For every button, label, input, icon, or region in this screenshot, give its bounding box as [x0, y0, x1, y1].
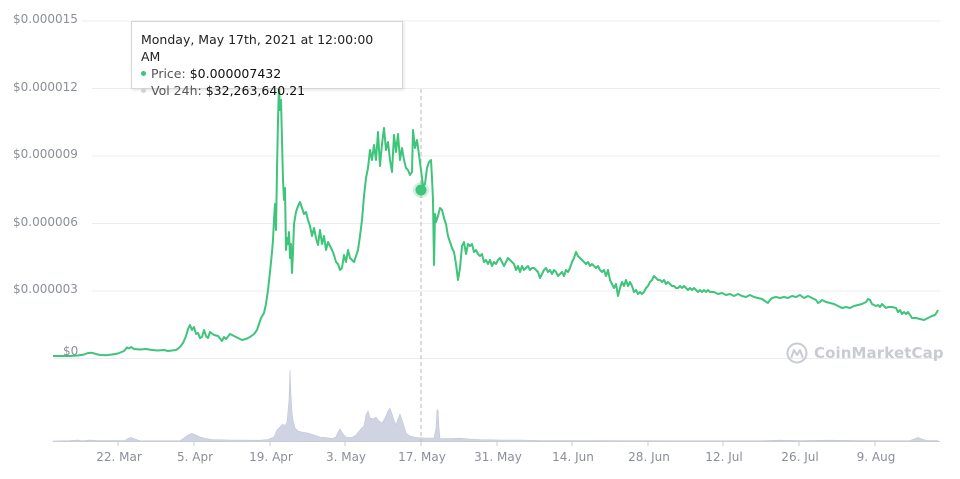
x-axis-label: 22. Mar [96, 450, 142, 464]
y-axis-label: $0.000006 [13, 215, 78, 229]
tooltip-volume-row: Vol 24h: $32,263,640.21 [141, 82, 393, 99]
x-axis-label: 31. May [474, 450, 522, 464]
watermark-text: CoinMarketCap [814, 344, 944, 362]
tooltip-price-label: Price: [151, 66, 186, 81]
x-axis-label: 26. Jul [781, 450, 819, 464]
tooltip-price-row: Price: $0.000007432 [141, 65, 393, 82]
y-axis-label: $0.000009 [13, 147, 78, 161]
volume-dot-icon [141, 88, 146, 93]
x-axis-label: 5. Apr [176, 450, 214, 464]
y-axis-label: $0.000003 [13, 282, 78, 296]
tooltip-volume-value: $32,263,640.21 [205, 83, 306, 98]
x-axis-label: 9. Aug [856, 450, 896, 464]
tooltip-price-value: $0.000007432 [189, 66, 282, 81]
x-axis-label: 12. Jul [705, 450, 743, 464]
x-axis-label: 3. May [325, 450, 367, 464]
price-line [53, 85, 939, 357]
x-axis-label: 28. Jun [628, 450, 670, 464]
coinmarketcap-logo-icon [786, 342, 808, 364]
x-axis-label: 14. Jun [552, 450, 594, 464]
hover-point[interactable] [415, 184, 427, 196]
y-axis-label: $0 [63, 344, 79, 358]
y-axis-label: $0.000015 [13, 12, 78, 26]
x-axis-label: 17. May [398, 450, 446, 464]
volume-area [52, 369, 939, 442]
tooltip-date: Monday, May 17th, 2021 at 12:00:00 AM [141, 32, 374, 64]
x-axis-label: 19. Apr [249, 450, 293, 464]
price-dot-icon [141, 71, 146, 76]
y-axis-label: $0.000012 [13, 80, 78, 94]
tooltip-volume-label: Vol 24h: [151, 83, 202, 98]
coinmarketcap-watermark: CoinMarketCap [786, 342, 944, 364]
chart-tooltip: Monday, May 17th, 2021 at 12:00:00 AM Pr… [131, 21, 403, 98]
x-ticks [117, 441, 876, 446]
